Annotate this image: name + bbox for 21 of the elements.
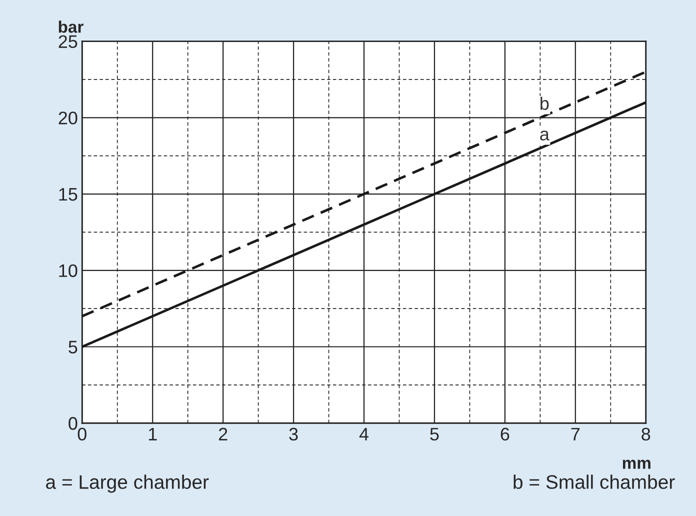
text: a = Large chamber	[46, 474, 209, 493]
series-label: a	[540, 130, 550, 141]
y-tick-label: 10	[59, 264, 78, 278]
x-tick-label: 6	[500, 428, 510, 441]
text: b = Small chamber	[514, 474, 675, 489]
series-label: b	[540, 96, 549, 110]
x-tick-label: 4	[359, 428, 368, 440]
x-axis-title: mm	[622, 460, 650, 469]
x-tick-label: 5	[430, 428, 439, 441]
x-tick-label: 0	[78, 428, 86, 441]
x-tick-label: 3	[289, 428, 298, 441]
y-tick-label: 20	[58, 112, 78, 124]
x-tick-label: 8	[642, 428, 650, 441]
x-tick-label: 2	[218, 428, 228, 440]
y-tick-label: 25	[58, 35, 78, 48]
x-tick-label: 7	[571, 428, 580, 440]
y-axis-title: bar	[58, 20, 84, 33]
y-tick-label: 15	[59, 188, 78, 201]
x-tick-label: 1	[148, 428, 157, 440]
y-tick-label: 5	[68, 340, 78, 354]
y-tick-label: 0	[68, 417, 78, 430]
